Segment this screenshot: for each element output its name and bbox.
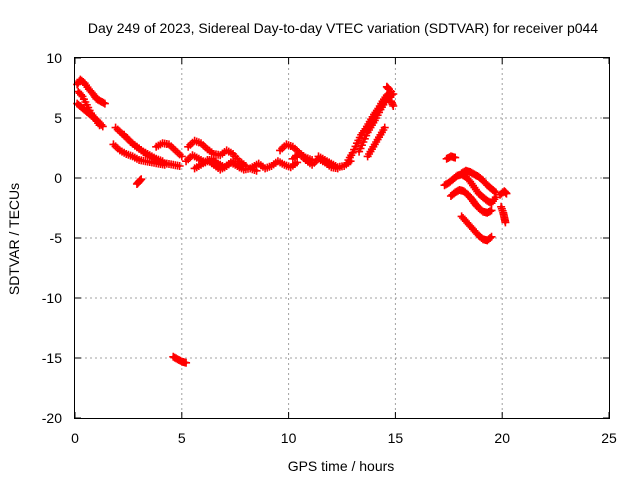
data-point-plus-marker: [235, 163, 244, 172]
data-point-plus-marker: [490, 187, 499, 196]
data-trace: [457, 212, 496, 245]
data-point-plus-marker: [137, 175, 146, 184]
y-axis-label: SDTVAR / TECUs: [6, 183, 22, 295]
y-tick-label: 5: [54, 110, 62, 126]
y-tick-label: -5: [50, 230, 63, 246]
data-point-plus-marker: [486, 234, 495, 242]
data-trace: [496, 187, 511, 199]
data-points: [73, 75, 511, 367]
data-point-plus-marker: [491, 188, 500, 197]
x-axis-label: GPS time / hours: [288, 458, 395, 474]
data-point-plus-marker: [175, 162, 184, 170]
x-tick-label: 5: [178, 430, 186, 446]
data-point-plus-marker: [380, 123, 389, 132]
data-trace: [248, 157, 302, 173]
data-point-plus-marker: [293, 158, 302, 167]
x-tick-label: 0: [71, 430, 79, 446]
data-point-plus-marker: [487, 206, 496, 215]
data-trace: [152, 139, 186, 161]
data-point-plus-marker: [501, 218, 510, 227]
y-tick-label: -20: [42, 410, 62, 426]
data-trace: [466, 193, 496, 217]
x-tick-label: 20: [494, 430, 510, 446]
data-point-plus-marker: [77, 90, 86, 99]
data-point-plus-marker: [100, 99, 109, 108]
data-trace: [74, 87, 104, 130]
data-trace: [73, 75, 109, 108]
data-trace: [132, 175, 146, 188]
data-trace: [169, 352, 191, 367]
grid: [75, 58, 609, 418]
data-trace: [288, 150, 342, 173]
x-tick-label: 25: [601, 430, 617, 446]
axis-ticks: 0 5 10 15 20 25 10 5 0 -5 -10 -15 -20: [42, 50, 617, 446]
data-trace: [497, 202, 510, 227]
y-tick-label: -10: [42, 290, 62, 306]
data-point-plus-marker: [451, 153, 460, 162]
y-tick-label: -15: [42, 350, 62, 366]
chart-title: Day 249 of 2023, Sidereal Day-to-day VTE…: [88, 20, 598, 36]
y-tick-label: 10: [46, 50, 62, 66]
data-point-plus-marker: [182, 358, 191, 367]
plot-frame: [74, 57, 610, 419]
data-point-plus-marker: [158, 157, 167, 166]
data-trace: [109, 140, 169, 169]
data-trace: [190, 156, 244, 174]
data-point-plus-marker: [502, 189, 511, 198]
data-point-plus-marker: [177, 152, 186, 161]
data-trace: [120, 130, 167, 166]
data-trace: [457, 166, 500, 197]
data-trace: [363, 123, 389, 161]
x-tick-label: 15: [388, 430, 404, 446]
y-tick-label: 0: [54, 170, 62, 186]
data-trace: [382, 82, 398, 110]
data-point-plus-marker: [95, 121, 104, 130]
data-point-plus-marker: [389, 102, 398, 110]
x-tick-label: 10: [281, 430, 297, 446]
data-point-plus-marker: [487, 232, 496, 241]
data-trace: [442, 152, 460, 163]
